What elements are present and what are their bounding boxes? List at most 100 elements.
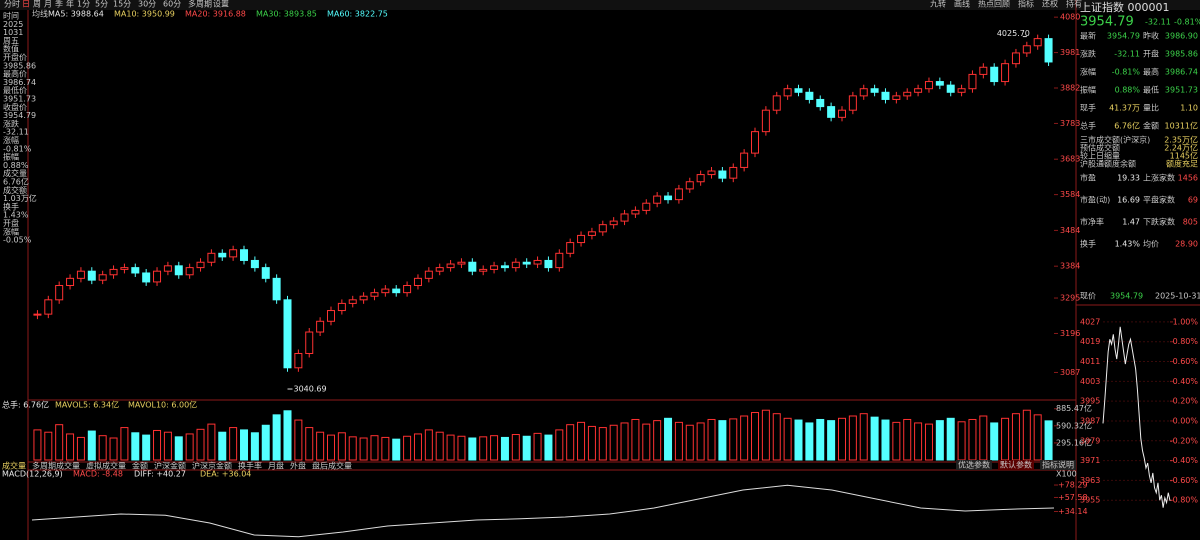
tab[interactable]: 年 xyxy=(66,0,74,9)
sidebar-item: 周五 xyxy=(3,36,19,45)
volume-bar xyxy=(555,429,564,461)
tab[interactable]: 1分 xyxy=(77,0,90,9)
y-tick-label: 4080 xyxy=(1060,13,1080,22)
indicator-tab[interactable]: 成交量 xyxy=(2,461,26,471)
y-tick-label: 295.16亿 xyxy=(1056,437,1092,447)
volume-bar xyxy=(261,424,270,461)
high-label: 4025.70 xyxy=(997,29,1030,38)
tool[interactable]: 九转 xyxy=(930,0,946,9)
stat-cell: 市盈 xyxy=(1080,173,1096,183)
volume-bar xyxy=(751,412,760,461)
tab[interactable]: 日 xyxy=(22,0,30,9)
candle xyxy=(131,267,140,274)
volume-bar xyxy=(446,434,455,461)
candle xyxy=(577,234,586,244)
candle xyxy=(707,170,716,176)
indicator-tab[interactable]: 沪深京金额 xyxy=(192,461,232,471)
quote-name: 上证指数 000001 xyxy=(1080,0,1170,14)
stat-cell: 1.47 xyxy=(1122,218,1140,227)
quote-cell: 最低 xyxy=(1143,85,1159,95)
candle xyxy=(533,259,542,265)
tab[interactable]: 季 xyxy=(55,0,63,9)
candle xyxy=(435,267,444,272)
candle xyxy=(326,310,335,322)
volume-bar xyxy=(1001,417,1010,461)
volume-bar xyxy=(1044,420,1053,461)
volume-bar xyxy=(577,421,586,461)
tab[interactable]: 分时 xyxy=(4,0,20,9)
tab[interactable]: 5分 xyxy=(95,0,108,9)
volume-bar xyxy=(403,435,412,461)
tab[interactable]: 多周期 xyxy=(188,0,212,9)
volume-bar xyxy=(337,432,346,461)
sidebar-item: 时间 xyxy=(3,11,19,21)
tab[interactable]: 30分 xyxy=(138,0,156,9)
indicator-tab[interactable]: 沪深金额 xyxy=(154,461,186,471)
stat-cell: 19.33 xyxy=(1117,174,1140,183)
candle xyxy=(555,252,564,269)
tool[interactable]: 还权 xyxy=(1042,0,1058,9)
candle xyxy=(816,98,825,108)
indicator-tab[interactable]: 虚拟成交量 xyxy=(86,461,126,471)
volume-bar xyxy=(653,420,662,461)
y-tick-label: +57.58 xyxy=(1058,493,1088,502)
indicator-tab[interactable]: 盘后成交量 xyxy=(312,461,352,471)
candle xyxy=(87,270,96,281)
quote-cell: 开盘 xyxy=(1143,49,1159,59)
candle xyxy=(881,91,890,100)
pct-tick-label: 0.20% xyxy=(1173,397,1199,406)
tab[interactable]: 60分 xyxy=(163,0,181,9)
button[interactable]: 默认参数 xyxy=(1000,460,1032,470)
tab[interactable]: 周 xyxy=(33,0,41,9)
tool[interactable]: 指标 xyxy=(1018,0,1034,9)
volume-bar xyxy=(924,423,933,461)
quote-cell: -32.11 xyxy=(1114,50,1140,59)
turnover-cell: 1145亿 xyxy=(1170,151,1198,161)
indicator-tab[interactable]: 月盘 xyxy=(268,461,284,471)
candle xyxy=(1001,63,1010,83)
candle xyxy=(500,265,509,269)
candle xyxy=(511,261,520,269)
tool[interactable]: 热点回顾 xyxy=(978,0,1010,9)
y-tick-label: 3087 xyxy=(1060,368,1080,377)
pct-tick-label: 0.00% xyxy=(1173,416,1199,425)
volume-bar xyxy=(816,418,825,461)
candle xyxy=(631,209,640,215)
button[interactable]: 指标说明 xyxy=(1042,460,1074,470)
tab[interactable]: 设置 xyxy=(213,0,229,9)
turnover-cell: 三市成交额(沪深京) xyxy=(1080,135,1150,145)
volume-bar xyxy=(66,433,75,461)
indicator-tab[interactable]: 多周期成交量 xyxy=(32,461,80,471)
pct-tick-label: -0.80% xyxy=(1170,496,1199,505)
volume-bar xyxy=(718,420,727,461)
quote-cell: 涨幅 xyxy=(1080,67,1096,77)
tab[interactable]: 月 xyxy=(44,0,52,9)
volume-bar xyxy=(142,434,151,461)
low-label: 3040.69 xyxy=(294,385,327,394)
volume-bar xyxy=(566,424,575,461)
volume-bar xyxy=(163,431,172,461)
volume-bar xyxy=(859,413,868,461)
y-tick-label: 3882 xyxy=(1060,84,1080,93)
stat-cell: 1.43% xyxy=(1115,240,1141,249)
quote-cell: 3954.79 xyxy=(1107,32,1140,41)
candle xyxy=(283,299,292,369)
volume-bar xyxy=(685,424,694,461)
tool[interactable]: 画线 xyxy=(954,0,970,9)
indicator-tab[interactable]: 外盘 xyxy=(290,461,306,471)
volume-bar xyxy=(707,418,716,461)
candle xyxy=(98,274,107,281)
tool[interactable]: 持有 xyxy=(1066,0,1082,9)
y-tick-label: 590.32亿 xyxy=(1056,420,1092,430)
candle xyxy=(76,270,85,279)
sidebar-item: 3985.86 xyxy=(3,61,36,70)
button[interactable]: 优选参数 xyxy=(958,460,990,470)
volume-bar xyxy=(1022,409,1031,461)
pct-tick-label: 0.60% xyxy=(1173,357,1199,366)
tab[interactable]: 15分 xyxy=(113,0,131,9)
volume-bar xyxy=(316,431,325,461)
sidebar-item: 1.43% xyxy=(3,211,29,220)
indicator-tab[interactable]: 换手率 xyxy=(238,461,262,471)
indicator-tab[interactable]: 金额 xyxy=(132,461,148,471)
volume-bar xyxy=(131,432,140,461)
